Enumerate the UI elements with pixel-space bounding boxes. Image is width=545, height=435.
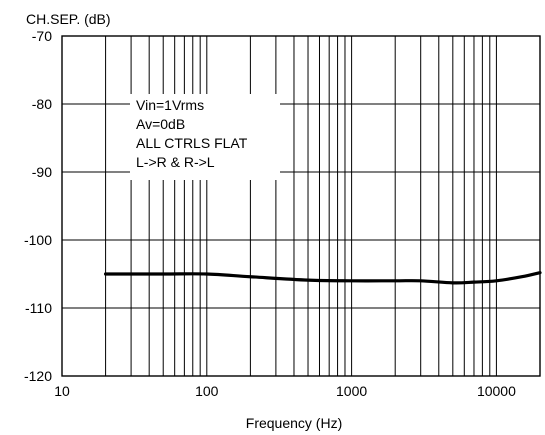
y-tick-label: -90 <box>32 164 52 180</box>
series-line-0 <box>103 271 542 285</box>
gridlines <box>62 36 540 376</box>
x-tick-label: 100 <box>195 383 219 399</box>
x-axis-label: Frequency (Hz) <box>246 415 342 431</box>
x-tick-label: 10 <box>54 383 70 399</box>
annotation-line: Av=0dB <box>136 116 185 132</box>
y-axis-label: CH.SEP. (dB) <box>26 11 111 27</box>
y-tick-label: -110 <box>25 300 52 316</box>
y-tick-label: -100 <box>24 232 52 248</box>
plot-frame <box>61 35 541 377</box>
y-tick-label: -70 <box>32 28 52 44</box>
y-tick-label: -120 <box>24 368 52 384</box>
annotation-background <box>130 94 280 180</box>
y-tick-label: -80 <box>32 96 52 112</box>
series-layer <box>103 271 542 285</box>
annotation-line: Vin=1Vrms <box>136 97 204 113</box>
x-tick-label: 1000 <box>336 383 367 399</box>
annotation-box: Vin=1Vrms Av=0dB ALL CTRLS FLAT L->R & R->L <box>136 97 248 170</box>
annotation-line: ALL CTRLS FLAT <box>136 135 248 151</box>
annotation-line: L->R & R->L <box>136 154 215 170</box>
x-tick-label: 10000 <box>477 383 516 399</box>
